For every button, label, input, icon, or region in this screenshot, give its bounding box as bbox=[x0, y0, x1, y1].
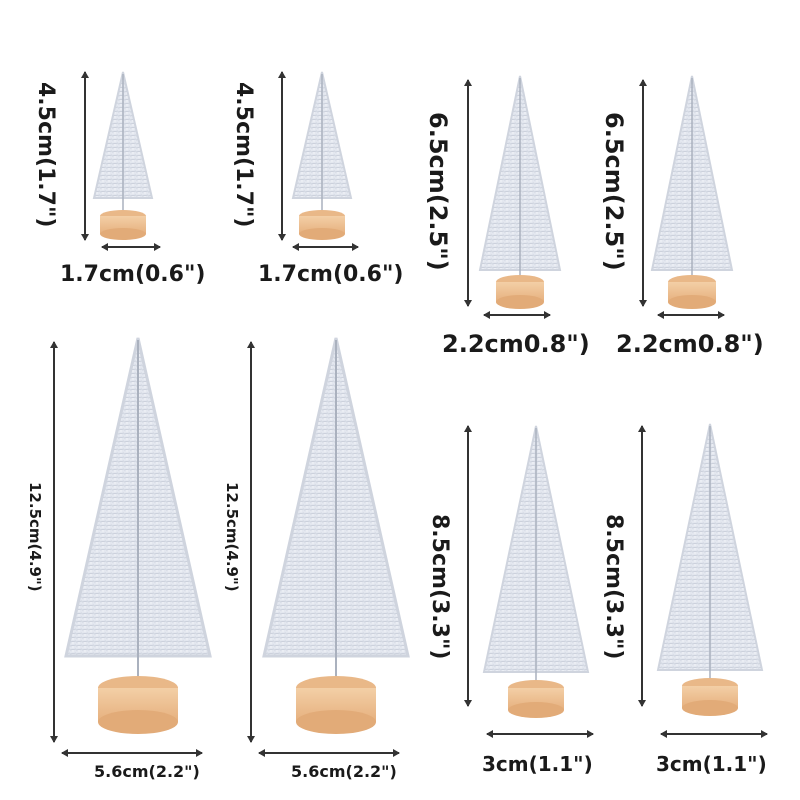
width-dimension-line bbox=[61, 749, 203, 756]
width-dimension-line bbox=[258, 749, 400, 756]
width-dimension-line bbox=[101, 243, 161, 250]
silver-tree-icon bbox=[650, 75, 734, 309]
height-label: 8.5cm(3.3") bbox=[427, 514, 452, 660]
width-label: 1.7cm(0.6") bbox=[60, 262, 206, 287]
height-dimension-line bbox=[639, 79, 646, 307]
width-label: 3cm(1.1") bbox=[482, 752, 593, 776]
width-label: 2.2cm0.8") bbox=[442, 330, 590, 358]
height-dimension-line bbox=[638, 425, 645, 707]
height-label: 12.5cm(4.9") bbox=[223, 482, 241, 592]
silver-tree-icon bbox=[656, 423, 764, 716]
silver-tree-icon bbox=[262, 337, 410, 734]
height-label: 6.5cm(2.5") bbox=[600, 112, 628, 271]
height-label: 4.5cm(1.7") bbox=[33, 82, 58, 228]
height-dimension-line bbox=[81, 71, 88, 241]
width-label: 5.6cm(2.2") bbox=[94, 762, 200, 781]
height-dimension-line bbox=[247, 341, 254, 743]
height-label: 6.5cm(2.5") bbox=[424, 112, 452, 271]
width-label: 3cm(1.1") bbox=[656, 752, 767, 776]
width-dimension-line bbox=[486, 730, 594, 737]
width-label: 2.2cm0.8") bbox=[616, 330, 764, 358]
width-label: 5.6cm(2.2") bbox=[291, 762, 397, 781]
silver-tree-icon bbox=[482, 425, 590, 718]
width-dimension-line bbox=[292, 243, 359, 250]
height-label: 12.5cm(4.9") bbox=[26, 482, 44, 592]
height-label: 4.5cm(1.7") bbox=[231, 82, 256, 228]
silver-tree-icon bbox=[291, 71, 353, 240]
height-dimension-line bbox=[464, 425, 471, 707]
width-label: 1.7cm(0.6") bbox=[258, 262, 404, 287]
height-dimension-line bbox=[50, 341, 57, 743]
width-dimension-line bbox=[483, 311, 551, 318]
silver-tree-icon bbox=[64, 337, 212, 734]
height-dimension-line bbox=[464, 79, 471, 307]
height-label: 8.5cm(3.3") bbox=[601, 514, 626, 660]
width-dimension-line bbox=[660, 730, 768, 737]
silver-tree-icon bbox=[478, 75, 562, 309]
silver-tree-icon bbox=[92, 71, 154, 240]
width-dimension-line bbox=[657, 311, 725, 318]
height-dimension-line bbox=[278, 71, 285, 241]
